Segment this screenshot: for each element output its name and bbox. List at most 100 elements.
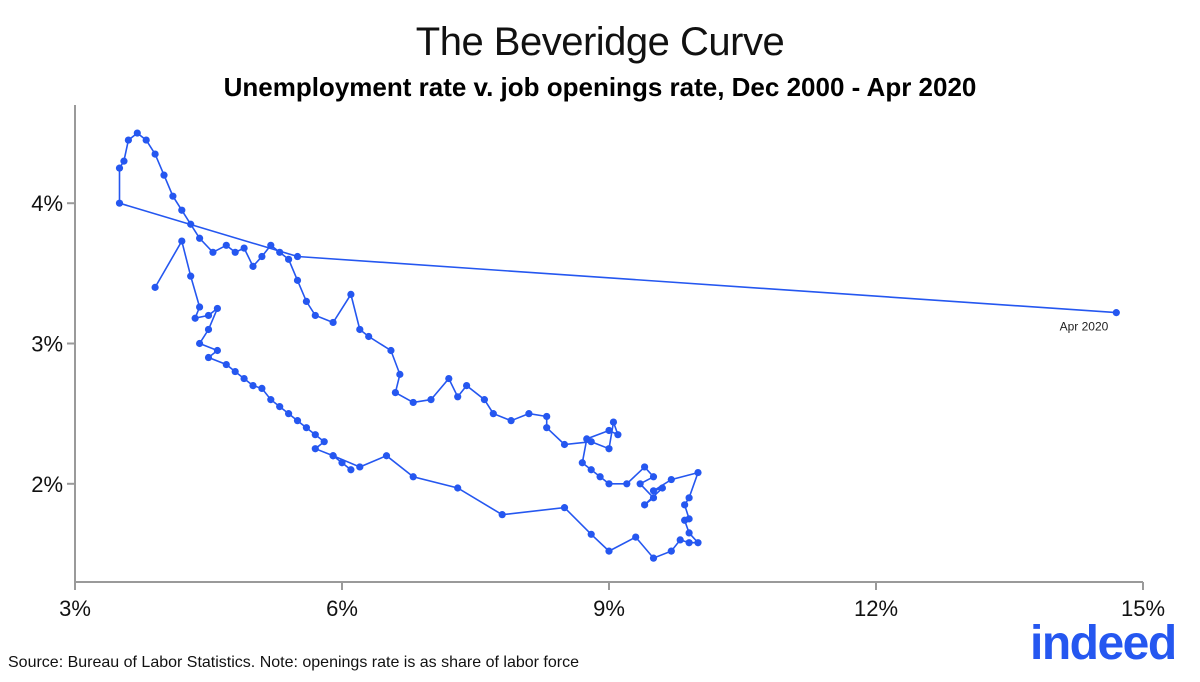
data-point <box>222 241 230 249</box>
data-point <box>311 445 319 453</box>
data-point <box>454 393 462 401</box>
y-tick-label: 3% <box>31 332 63 357</box>
data-point <box>560 440 569 449</box>
data-point <box>142 136 150 144</box>
data-point <box>204 325 213 334</box>
data-point <box>685 494 693 502</box>
data-point <box>396 370 404 378</box>
data-point <box>641 501 649 509</box>
data-point <box>605 445 613 453</box>
data-point <box>285 255 293 263</box>
x-tick-label: 15% <box>1121 596 1165 621</box>
data-point <box>249 381 257 390</box>
data-point <box>204 353 213 362</box>
data-point <box>489 410 497 418</box>
data-point <box>409 473 417 481</box>
x-tick-label: 9% <box>593 596 625 621</box>
y-tick-label: 4% <box>31 191 63 216</box>
data-point <box>649 554 658 562</box>
data-point <box>285 410 293 418</box>
data-point <box>258 384 266 392</box>
data-point <box>276 248 284 256</box>
data-point <box>641 463 649 471</box>
data-point <box>636 480 644 488</box>
data-point <box>667 547 675 555</box>
data-point <box>649 473 658 481</box>
data-point <box>231 367 239 376</box>
data-point <box>463 381 471 390</box>
data-point <box>196 234 204 242</box>
data-point <box>178 237 186 245</box>
chart-title: The Beveridge Curve <box>415 20 785 64</box>
data-point <box>124 136 132 144</box>
data-point <box>507 417 515 425</box>
data-point <box>178 206 186 214</box>
data-point <box>213 346 221 355</box>
data-point <box>347 290 355 298</box>
data-point <box>685 539 693 547</box>
data-point <box>667 475 675 484</box>
data-point <box>658 484 667 492</box>
data-point <box>191 314 199 322</box>
data-point <box>445 374 453 383</box>
data-point <box>649 494 658 502</box>
data-point <box>543 412 551 421</box>
data-point <box>311 431 319 439</box>
data-point <box>293 276 302 284</box>
data-point <box>685 529 693 537</box>
data-point <box>587 438 595 446</box>
chart-labels: 3% 6% 9% 12% 15% 2% 3% 4% Apr 2020 <box>31 191 1165 621</box>
data-point <box>249 262 257 270</box>
data-point <box>387 346 395 355</box>
indeed-logo: indeed <box>1030 617 1177 670</box>
x-tick-label: 3% <box>59 596 91 621</box>
data-point <box>632 533 640 541</box>
data-point <box>302 424 310 432</box>
data-point <box>676 536 684 544</box>
data-point <box>605 480 613 488</box>
data-point <box>498 511 506 519</box>
data-point <box>231 248 239 256</box>
x-tick-label: 6% <box>326 596 358 621</box>
data-point <box>649 487 658 495</box>
data-point <box>543 424 551 432</box>
data-point <box>1112 309 1120 317</box>
data-point <box>276 403 284 411</box>
data-point <box>454 484 462 492</box>
series-line <box>118 132 1117 560</box>
chart-axes <box>67 105 1144 590</box>
data-point <box>525 410 533 418</box>
data-point <box>133 129 141 137</box>
data-point <box>596 473 604 481</box>
data-point <box>320 438 328 446</box>
data-point <box>267 241 275 249</box>
data-point <box>329 318 337 327</box>
data-point <box>609 418 618 426</box>
data-point <box>614 431 622 439</box>
data-point <box>204 311 213 320</box>
data-point <box>578 459 586 467</box>
data-point <box>311 311 319 320</box>
data-point <box>605 426 613 435</box>
data-point <box>258 252 266 261</box>
data-point <box>347 466 355 474</box>
data-point <box>685 515 693 523</box>
data-point <box>587 466 595 474</box>
chart-series <box>115 129 1120 562</box>
data-point <box>169 192 177 200</box>
data-point <box>151 150 159 158</box>
data-point <box>338 459 346 467</box>
data-point <box>587 530 595 538</box>
data-point <box>694 539 702 547</box>
data-point <box>694 468 702 477</box>
data-point <box>196 303 204 311</box>
y-tick-label: 2% <box>31 472 63 497</box>
data-point <box>293 252 302 261</box>
data-point <box>356 463 364 471</box>
data-point <box>480 396 488 404</box>
data-point <box>160 171 168 179</box>
data-point <box>267 396 275 404</box>
data-point <box>187 220 195 228</box>
chart-subtitle: Unemployment rate v. job openings rate, … <box>223 72 977 102</box>
